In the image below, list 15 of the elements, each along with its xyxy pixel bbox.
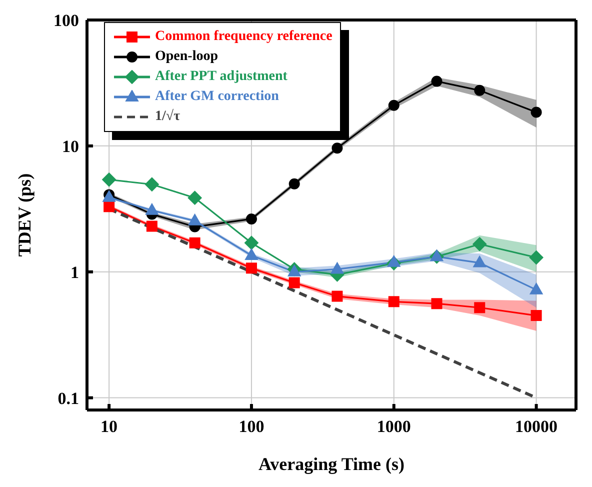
x-tick-label: 1000 [376, 417, 411, 436]
y-tick-label: 10 [62, 136, 79, 156]
y-tick-label: 1 [70, 262, 79, 282]
x-tick-label: 10 [100, 417, 118, 436]
legend-label: Open-loop [155, 49, 218, 65]
x-tick-label: 10000 [515, 417, 558, 436]
y-axis-title: TDEV (ps) [14, 173, 34, 257]
legend-label: Common frequency reference [155, 29, 332, 45]
legend-label: After GM correction [155, 89, 279, 105]
y-tick-label: 0.1 [58, 388, 79, 408]
legend-label: 1/√τ [155, 109, 180, 125]
x-tick-label: 100 [238, 417, 264, 436]
legend-label: After PPT adjustment [155, 69, 288, 85]
x-axis-title: Averaging Time (s) [258, 454, 404, 474]
y-tick-label: 100 [54, 11, 79, 30]
